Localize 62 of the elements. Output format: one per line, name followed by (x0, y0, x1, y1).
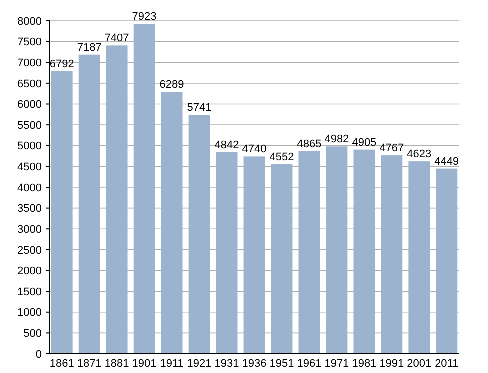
data-label: 4905 (352, 136, 377, 149)
y-tick-label: 1000 (18, 307, 42, 320)
bar (436, 168, 458, 354)
bar (106, 46, 128, 354)
y-tick-label: 3000 (18, 224, 42, 236)
data-label: 6289 (160, 79, 184, 92)
bar (51, 71, 73, 354)
y-tick-label: 4500 (18, 162, 42, 174)
x-tick-label: 1911 (160, 358, 184, 370)
x-tick-label: 1901 (132, 358, 157, 370)
bar (188, 115, 210, 354)
data-label: 4552 (270, 152, 294, 164)
data-label: 4740 (242, 144, 267, 156)
y-tick-label: 1500 (18, 286, 42, 298)
x-tick-label: 1991 (380, 358, 404, 370)
y-tick-label: 8000 (18, 16, 42, 28)
y-tick-label: 2000 (18, 266, 42, 278)
bar (134, 24, 156, 354)
y-tick-label: 2500 (18, 244, 42, 257)
data-label: 6792 (50, 58, 74, 70)
data-label: 7407 (104, 32, 130, 45)
y-tick-label: 500 (24, 328, 42, 340)
data-label: 4865 (297, 138, 322, 150)
bar (216, 152, 238, 354)
bar (354, 150, 376, 354)
bar (161, 92, 183, 354)
x-tick-label: 1981 (352, 358, 377, 370)
y-tick-label: 3500 (18, 203, 42, 216)
y-tick-label: 6000 (18, 99, 42, 112)
y-tick-label: 4000 (18, 182, 42, 194)
x-tick-label: 2001 (407, 358, 432, 370)
x-tick-label: 1951 (270, 358, 294, 370)
bar (78, 54, 100, 354)
bar (381, 156, 403, 354)
y-tick-label: 6500 (18, 78, 42, 90)
y-tick-label: 7000 (18, 57, 42, 70)
data-label: 4449 (434, 156, 460, 168)
x-tick-label: 1881 (104, 358, 130, 370)
y-tick-label: 7500 (18, 36, 42, 49)
x-tick-label: 1971 (324, 358, 350, 370)
x-tick-label: 1931 (214, 358, 240, 370)
data-label: 7187 (77, 42, 102, 54)
x-tick-label: 2011 (435, 358, 459, 370)
data-label: 4767 (380, 142, 404, 155)
data-label: 4623 (407, 148, 432, 161)
y-tick-label: 5500 (18, 120, 42, 132)
y-tick-label: 0 (36, 348, 42, 361)
bar (326, 146, 348, 354)
bar (244, 156, 266, 354)
y-tick-label: 5000 (18, 140, 42, 153)
data-label: 7923 (132, 11, 157, 24)
data-label: 4842 (214, 139, 240, 152)
bar (408, 162, 430, 354)
x-tick-label: 1936 (242, 358, 267, 370)
x-tick-label: 1871 (77, 358, 102, 370)
bar (271, 164, 293, 354)
data-label: 5741 (187, 102, 212, 114)
x-tick-label: 1921 (187, 358, 212, 370)
bar (298, 151, 320, 354)
x-tick-label: 1861 (50, 358, 74, 370)
x-tick-label: 1961 (297, 358, 322, 370)
data-label: 4982 (324, 134, 350, 146)
